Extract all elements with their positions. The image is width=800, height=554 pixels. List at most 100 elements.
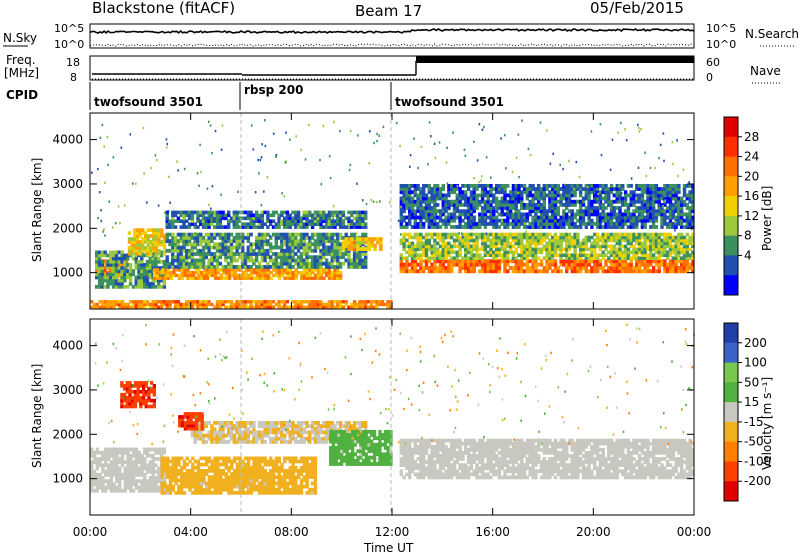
power-cell xyxy=(149,240,153,244)
power-cell xyxy=(528,193,532,198)
power-cell xyxy=(682,269,687,274)
power-cell xyxy=(466,184,471,188)
power-cell xyxy=(472,262,476,267)
power-cell xyxy=(506,203,510,207)
power-cell xyxy=(522,262,527,267)
velocity-cell xyxy=(129,479,133,484)
power-cell xyxy=(183,268,187,272)
power-scatter-point xyxy=(154,154,157,157)
power-cell xyxy=(595,225,600,229)
power-cell xyxy=(565,190,569,195)
power-cell xyxy=(238,245,242,250)
power-cell xyxy=(640,225,645,229)
power-cell xyxy=(308,300,312,304)
power-cell xyxy=(282,225,287,229)
velocity-cell xyxy=(131,482,136,487)
power-cell xyxy=(551,244,555,249)
power-cell xyxy=(100,263,105,267)
power-cell xyxy=(341,213,346,218)
power-cell xyxy=(410,184,415,188)
power-cell xyxy=(466,269,471,274)
velocity-cell xyxy=(162,488,167,493)
power-cell xyxy=(238,300,242,304)
power-cell xyxy=(218,302,222,307)
power-cell xyxy=(369,300,373,304)
power-cell xyxy=(424,206,429,210)
power-scatter-point xyxy=(312,235,315,238)
power-cell xyxy=(626,206,631,210)
power-cell xyxy=(497,262,502,267)
power-cell xyxy=(399,259,403,264)
power-cell xyxy=(455,199,459,204)
power-cell xyxy=(138,249,142,253)
power-cell xyxy=(424,232,429,237)
power-cell xyxy=(162,266,167,270)
velocity-cell xyxy=(126,460,130,465)
velocity-cell xyxy=(137,472,141,477)
power-cell xyxy=(615,256,619,260)
power-scatter-point xyxy=(573,187,575,191)
power-cell xyxy=(615,269,619,274)
power-cell xyxy=(243,216,248,221)
power-cell xyxy=(593,187,597,191)
power-cell xyxy=(316,242,320,247)
power-cell xyxy=(674,193,678,198)
power-scatter-point xyxy=(617,131,619,134)
power-cell xyxy=(497,253,502,257)
power-cell xyxy=(229,261,234,266)
power-cell xyxy=(266,268,271,272)
power-cell xyxy=(419,215,423,220)
power-cell xyxy=(629,222,633,226)
power-cell xyxy=(542,193,546,198)
power-cell xyxy=(567,222,572,226)
power-cell xyxy=(402,247,406,252)
power-cell xyxy=(542,184,546,188)
power-cell xyxy=(146,234,150,238)
power-cell xyxy=(551,212,555,217)
velocity-cell xyxy=(109,463,113,468)
power-cell xyxy=(629,259,633,264)
velocity-cell xyxy=(98,460,102,465)
power-cell xyxy=(305,265,309,269)
power-cell xyxy=(127,251,132,256)
power-cell xyxy=(327,236,332,240)
power-cell xyxy=(176,261,181,266)
power-scatter-point xyxy=(478,123,481,126)
power-cell xyxy=(556,209,560,214)
power-cell xyxy=(545,232,549,237)
power-cell xyxy=(573,215,577,220)
power-cell xyxy=(514,262,518,267)
power-cell xyxy=(271,258,276,263)
power-cell xyxy=(131,305,136,309)
power-cell xyxy=(235,252,239,256)
power-cell xyxy=(441,199,445,204)
power-cell xyxy=(436,266,440,270)
power-cell xyxy=(176,265,181,269)
power-cell xyxy=(316,273,321,278)
power-cell xyxy=(450,199,454,204)
power-cell xyxy=(615,206,619,210)
power-cell xyxy=(189,273,193,278)
power-scatter-point xyxy=(471,227,473,230)
power-cell xyxy=(480,218,485,223)
power-cell xyxy=(565,253,569,257)
power-cell xyxy=(173,265,178,269)
power-cell xyxy=(576,241,580,246)
power-cell xyxy=(299,265,304,269)
power-cell xyxy=(475,232,479,237)
power-cell xyxy=(657,203,661,207)
power-cell xyxy=(438,266,443,270)
velocity-cell xyxy=(128,390,132,394)
power-cell xyxy=(419,256,423,260)
power-cell xyxy=(168,261,172,266)
velocity-cell xyxy=(92,476,97,480)
power-cell xyxy=(283,271,287,275)
power-cell xyxy=(249,222,253,226)
power-cell xyxy=(327,300,332,304)
power-cell xyxy=(204,302,208,307)
power-cell xyxy=(680,212,684,217)
power-cell xyxy=(551,193,555,198)
power-cell xyxy=(199,252,203,256)
power-cell xyxy=(410,235,415,240)
power-cell xyxy=(455,238,459,243)
